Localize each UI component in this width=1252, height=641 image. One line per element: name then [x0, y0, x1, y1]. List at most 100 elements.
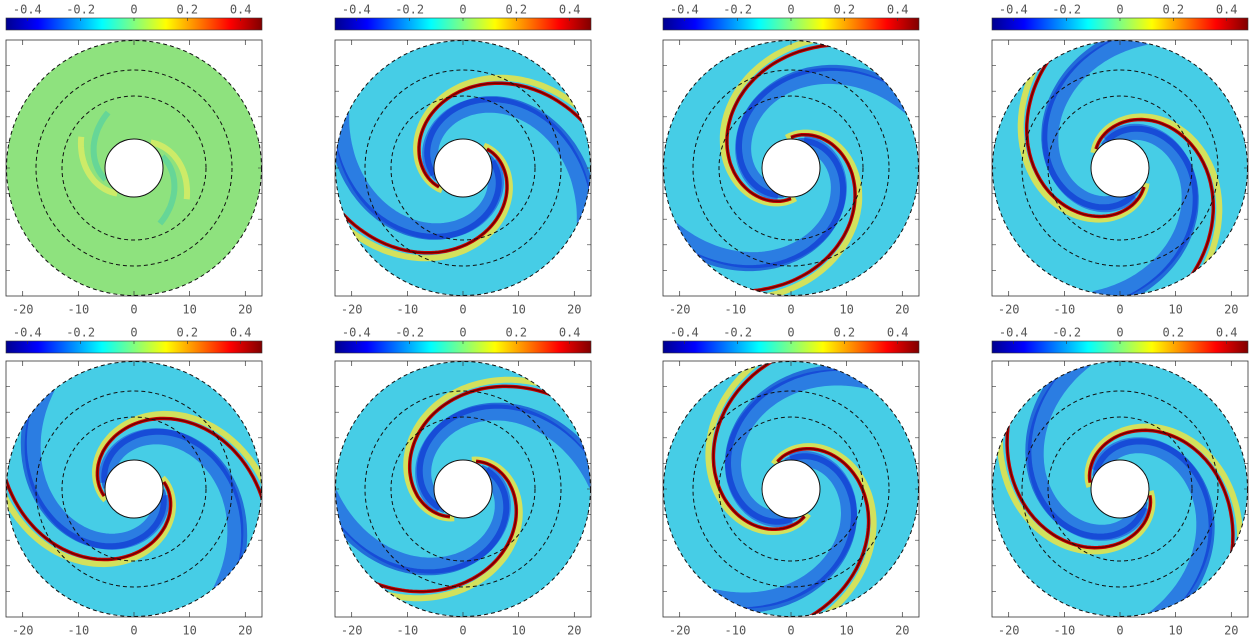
dashed-ring — [692, 69, 890, 267]
panel: -0.4 -0.2 0 0.2 0.4 -20 -10 0 10 20 — [5, 3, 263, 317]
arm-halo — [413, 74, 587, 194]
arm-trough-inner — [20, 405, 167, 550]
arm-core — [712, 361, 806, 531]
x-tick-label: -20 — [341, 624, 363, 638]
x-tick-label: 10 — [1168, 303, 1182, 317]
arm-core — [1088, 429, 1234, 566]
arm-trough-inner — [734, 453, 858, 614]
arm-trough — [667, 135, 847, 269]
dashed-ring — [718, 95, 864, 241]
x-tick-label: 0 — [130, 624, 137, 638]
inner-hole — [1090, 138, 1150, 198]
arm-trough-inner — [685, 137, 846, 272]
arm-trough-inner — [424, 96, 591, 199]
arm-halo — [1090, 113, 1223, 276]
x-tick-label: 20 — [238, 624, 252, 638]
arm-trough — [1092, 123, 1198, 296]
arm-glow — [77, 136, 118, 197]
arm-core — [726, 43, 843, 203]
colorbar-tick-label: -0.4 — [670, 3, 699, 17]
arm-glow — [150, 139, 191, 200]
x-tick-label: -10 — [725, 624, 747, 638]
colorbar-tick-label: -0.4 — [999, 326, 1028, 340]
x-tick-label: 10 — [511, 303, 525, 317]
arm-trough — [735, 67, 915, 201]
inner-hole — [433, 459, 493, 519]
inner-hole — [1090, 459, 1150, 519]
x-tick-label: 20 — [895, 624, 909, 638]
x-tick-label: -20 — [998, 303, 1020, 317]
arm-trough-inner — [335, 137, 502, 240]
panel: -0.4 -0.2 0 0.2 0.4 -20 -10 0 10 20 — [5, 326, 263, 638]
arm-halo — [377, 456, 523, 602]
x-tick-label: 0 — [459, 303, 466, 317]
x-tick-label: 10 — [839, 303, 853, 317]
panel: -0.4 -0.2 0 0.2 0.4 -20 -10 0 10 20 — [991, 326, 1249, 638]
panel: -0.4 -0.2 0 0.2 0.4 -20 -10 0 10 20 — [334, 326, 592, 638]
x-tick-label: -20 — [341, 303, 363, 317]
arm-trough — [724, 369, 873, 528]
colorbar-tick-label: -0.4 — [999, 3, 1028, 17]
x-tick-label: 20 — [567, 303, 581, 317]
colorbar-tick-label: 0 — [787, 3, 794, 17]
arm-dark — [157, 154, 178, 226]
panel: -0.4 -0.2 0 0.2 0.4 -20 -10 0 10 20 — [662, 3, 920, 317]
x-tick-label: 0 — [459, 624, 466, 638]
x-tick-label: -10 — [68, 624, 90, 638]
colorbar-tick-label: -0.2 — [723, 3, 752, 17]
panel: -0.4 -0.2 0 0.2 0.4 -20 -10 0 10 20 — [991, 3, 1249, 317]
arm-core — [6, 466, 172, 561]
colorbar-tick-label: 0.4 — [230, 326, 252, 340]
arm-halo — [1084, 423, 1244, 548]
x-tick-label: -10 — [397, 624, 419, 638]
inner-hole — [761, 138, 821, 198]
colorbar-tick-label: 0.4 — [887, 326, 909, 340]
arm-halo — [6, 475, 176, 568]
dashed-ring — [1021, 390, 1219, 588]
colorbar-tick-label: 0.2 — [505, 3, 527, 17]
x-tick-label: -20 — [12, 303, 34, 317]
colorbar-tick-label: 0.4 — [559, 326, 581, 340]
arm-halo — [403, 376, 549, 522]
arm-halo — [758, 129, 863, 296]
x-tick-label: 20 — [238, 303, 252, 317]
colorbar-tick-label: -0.2 — [395, 326, 424, 340]
x-tick-label: 10 — [182, 303, 196, 317]
arm-halo — [1017, 60, 1150, 223]
x-tick-label: -10 — [1054, 624, 1076, 638]
arm-trough-inner — [335, 465, 510, 576]
colorbar-tick-label: 0.2 — [1162, 3, 1184, 17]
arm-trough-inner — [736, 64, 897, 199]
x-tick-label: 20 — [1224, 303, 1238, 317]
arm-trough-inner — [724, 364, 848, 525]
x-tick-label: 0 — [787, 624, 794, 638]
x-tick-label: -20 — [12, 624, 34, 638]
arm-core — [739, 133, 856, 293]
colorbar-tick-label: 0.4 — [1216, 3, 1238, 17]
arm-core — [96, 417, 262, 512]
dashed-ring — [364, 69, 562, 267]
dashed-ring — [364, 390, 562, 588]
arm-trough — [335, 465, 511, 574]
inner-hole — [761, 459, 821, 519]
arm-core — [776, 447, 870, 617]
x-tick-label: 10 — [182, 624, 196, 638]
arm-trough-inner — [1025, 367, 1148, 540]
x-tick-label: 20 — [567, 624, 581, 638]
x-tick-label: 10 — [839, 624, 853, 638]
arm-trough — [415, 404, 591, 513]
arm-trough — [1027, 361, 1150, 541]
arm-core — [1006, 412, 1152, 549]
arm-halo — [339, 142, 513, 262]
arm-core — [408, 385, 563, 518]
x-tick-label: 20 — [895, 303, 909, 317]
arm-core — [1025, 50, 1145, 218]
arm-halo — [92, 410, 262, 503]
dashed-ring — [390, 95, 536, 241]
x-tick-label: -10 — [1054, 303, 1076, 317]
dashed-ring — [692, 390, 890, 588]
colorbar-tick-label: 0.4 — [1216, 326, 1238, 340]
x-tick-label: 10 — [1168, 624, 1182, 638]
arm-dark — [90, 110, 111, 182]
